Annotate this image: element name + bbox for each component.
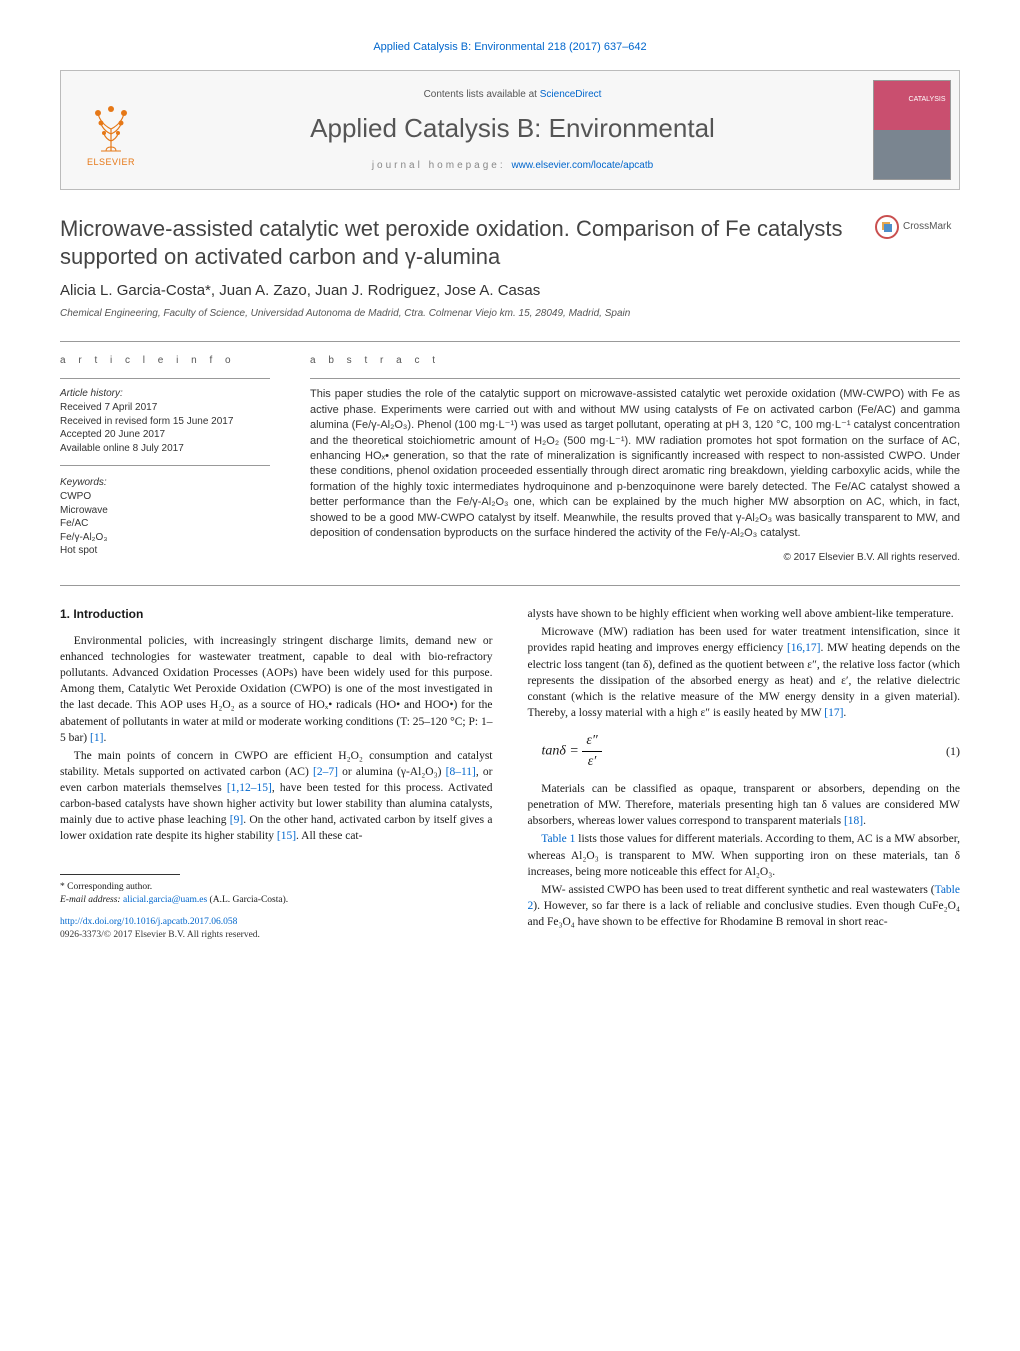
citation-link[interactable]: [18] [844,815,863,827]
body-paragraph: Table 1 lists those values for different… [528,831,961,879]
keyword: Microwave [60,504,270,518]
history-online: Available online 8 July 2017 [60,442,270,456]
p-text: . All these cat- [296,830,362,842]
divider [310,378,960,379]
corresponding-author-note: * Corresponding author. [60,881,493,893]
history-revised: Received in revised form 15 June 2017 [60,415,270,429]
history-label: Article history: [60,387,270,401]
body-paragraph: Materials can be classified as opaque, t… [528,781,961,829]
citation-link[interactable]: [9] [230,814,243,826]
article-title: Microwave-assisted catalytic wet peroxid… [60,215,855,270]
keywords-label: Keywords: [60,476,270,490]
author-list: Alicia L. Garcia-Costa*, Juan A. Zazo, J… [60,280,960,301]
p-text: lists those values for different materia… [528,833,961,877]
p-text: . [103,732,106,744]
publisher-logo-cell: ELSEVIER [61,71,161,189]
p-text: ). However, so far there is a lack of re… [528,900,961,928]
email-label: E-mail address: [60,895,123,905]
contents-prefix: Contents lists available at [424,89,540,100]
cover-cell: CATALYSIS [864,71,959,189]
homepage-line: journal homepage: www.elsevier.com/locat… [372,159,653,173]
doi-link[interactable]: http://dx.doi.org/10.1016/j.apcatb.2017.… [60,916,493,929]
keyword: Fe/AC [60,517,270,531]
divider [60,341,960,342]
contents-lists-line: Contents lists available at ScienceDirec… [424,88,602,102]
body-column-left: 1. Introduction Environmental policies, … [60,606,493,942]
header-center: Contents lists available at ScienceDirec… [161,71,864,189]
citation-link[interactable]: [1,12–15] [227,782,272,794]
crossmark-label: CrossMark [903,220,951,234]
equation: tanδ = ε″ε′ [528,731,602,771]
citation-link[interactable]: [15] [277,830,296,842]
keyword: Hot spot [60,544,270,558]
publisher-name: ELSEVIER [87,156,135,169]
body-column-right: alysts have shown to be highly efficient… [528,606,961,942]
p-text: Environmental policies, with increasingl… [60,635,493,744]
page-root: Applied Catalysis B: Environmental 218 (… [0,0,1020,983]
equation-number: (1) [946,743,960,760]
footnote-rule [60,874,180,875]
body-paragraph: Environmental policies, with increasingl… [60,633,493,746]
meta-row: a r t i c l e i n f o Article history: R… [60,354,960,565]
citation-link[interactable]: [8–11] [446,766,476,778]
elsevier-tree-icon [86,99,136,154]
email-suffix: (A.L. Garcia-Costa). [207,895,288,905]
body-paragraph: alysts have shown to be highly efficient… [528,606,961,622]
article-info-column: a r t i c l e i n f o Article history: R… [60,354,270,565]
abstract-text: This paper studies the role of the catal… [310,387,960,541]
crossmark-badge[interactable]: CrossMark [875,215,960,239]
citation-link[interactable]: [1] [90,732,103,744]
body-paragraph: MW- assisted CWPO has been used to treat… [528,882,961,930]
section-heading: 1. Introduction [60,606,493,623]
p-text: Materials can be classified as opaque, t… [528,783,961,827]
abstract-copyright: © 2017 Elsevier B.V. All rights reserved… [310,551,960,565]
affiliation: Chemical Engineering, Faculty of Science… [60,307,960,321]
journal-header-box: ELSEVIER Contents lists available at Sci… [60,70,960,190]
homepage-prefix: journal homepage: [372,160,512,171]
p-text: . [863,815,866,827]
table-link[interactable]: Table 1 [541,833,575,845]
body-columns: 1. Introduction Environmental policies, … [60,606,960,942]
journal-cover-thumbnail: CATALYSIS [873,80,951,180]
cover-label: CATALYSIS [909,95,946,105]
abstract-label: a b s t r a c t [310,354,960,368]
history-received: Received 7 April 2017 [60,401,270,415]
elsevier-logo: ELSEVIER [76,99,146,179]
body-paragraph: The main points of concern in CWPO are e… [60,748,493,845]
divider [60,585,960,586]
sciencedirect-link[interactable]: ScienceDirect [540,89,602,100]
equation-row: tanδ = ε″ε′ (1) [528,731,961,771]
citation-link[interactable]: [16,17] [787,642,821,654]
email-link[interactable]: alicial.garcia@uam.es [123,895,207,905]
divider [60,378,270,379]
keyword: Fe/γ-Al₂O₃ [60,531,270,545]
homepage-link[interactable]: www.elsevier.com/locate/apcatb [511,160,653,171]
history-accepted: Accepted 20 June 2017 [60,428,270,442]
copyright-footer: 0926-3373/© 2017 Elsevier B.V. All right… [60,929,493,942]
journal-reference: Applied Catalysis B: Environmental 218 (… [60,40,960,55]
keyword: CWPO [60,490,270,504]
email-footnote: E-mail address: alicial.garcia@uam.es (A… [60,894,493,906]
divider [60,465,270,466]
article-info-label: a r t i c l e i n f o [60,354,270,368]
p-text: or alumina (γ-Al₂O₃) [338,766,446,778]
crossmark-icon [875,215,899,239]
citation-link[interactable]: [2–7] [313,766,338,778]
p-text: . [843,707,846,719]
p-text: MW- assisted CWPO has been used to treat… [541,884,934,896]
body-paragraph: Microwave (MW) radiation has been used f… [528,624,961,721]
abstract-column: a b s t r a c t This paper studies the r… [310,354,960,565]
journal-title: Applied Catalysis B: Environmental [310,110,715,146]
title-row: Microwave-assisted catalytic wet peroxid… [60,215,960,270]
citation-link[interactable]: [17] [824,707,843,719]
